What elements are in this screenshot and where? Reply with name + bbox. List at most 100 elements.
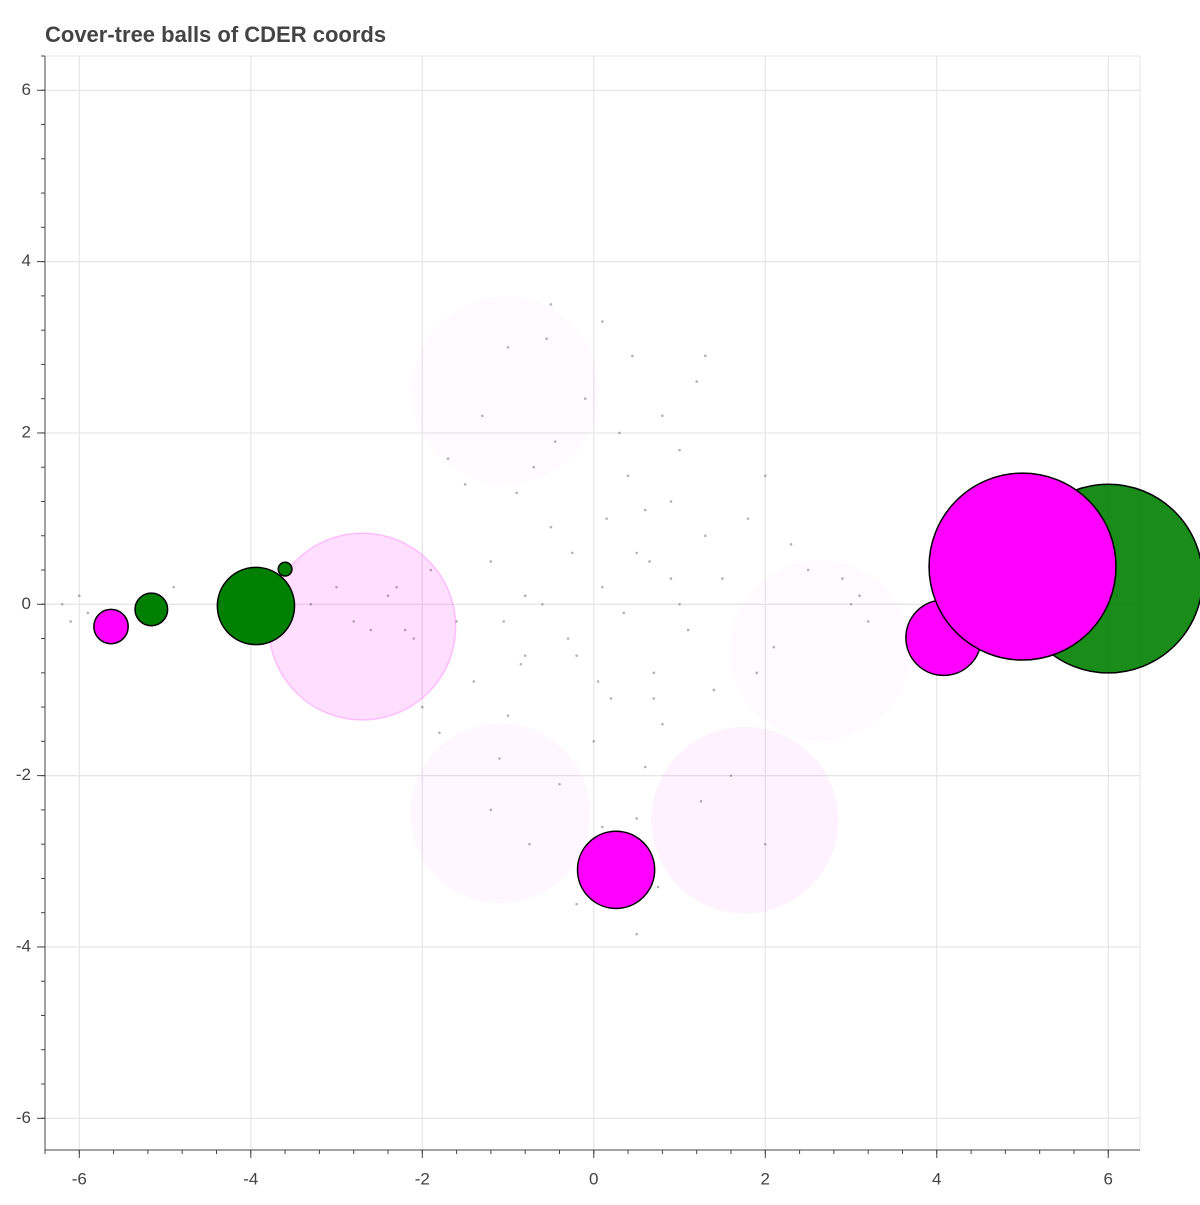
point [489,808,493,812]
point [506,714,510,717]
point [438,731,441,735]
y-tick-label: 0 [22,594,31,613]
x-tick-label: 4 [932,1169,941,1188]
point [575,654,578,657]
point [763,474,767,478]
point [601,825,604,829]
point [643,508,647,512]
point [858,594,861,598]
x-tick-label: -4 [243,1169,258,1188]
point [648,560,651,563]
x-tick-label: -6 [72,1169,87,1188]
y-tick-label: -6 [16,1108,31,1127]
point [515,491,518,495]
point [86,611,90,615]
point [519,662,523,666]
point [703,354,707,358]
point [463,483,467,486]
x-tick-label: 2 [761,1169,770,1188]
point [652,671,656,675]
point [661,722,664,726]
point [489,560,493,563]
faint-ball [651,726,839,914]
point [635,551,638,555]
point [669,500,673,503]
point [583,397,587,400]
point [403,628,407,632]
point [596,680,600,683]
point [523,654,527,657]
point [601,320,604,323]
point [609,697,613,700]
point [656,885,660,889]
point [498,757,501,760]
point [605,517,608,520]
point [712,688,716,692]
point [352,620,355,623]
point [772,645,776,649]
point [541,602,544,606]
point [669,577,673,580]
point [369,628,373,632]
point [60,602,64,606]
ball [928,472,1117,661]
point [592,740,596,743]
point [622,611,626,615]
point [558,782,561,786]
ball [134,592,169,627]
point [686,628,690,632]
point [678,602,681,606]
point [506,345,510,349]
point [566,637,570,640]
point [806,568,810,572]
point [386,594,390,598]
faint-ball [410,723,590,903]
point [545,337,548,341]
point [412,637,416,640]
point [335,585,338,589]
point [446,457,450,460]
point [549,303,553,306]
point [429,568,433,572]
ball [93,608,129,645]
point [571,551,574,555]
point [695,380,698,383]
point [549,525,553,529]
point [172,585,175,589]
point [309,602,313,606]
point [481,414,484,418]
point [502,620,506,623]
point [553,440,557,443]
point [532,465,536,469]
point [395,585,398,589]
y-tick-label: -4 [16,936,31,955]
point [849,602,853,606]
x-tick-label: 0 [589,1169,598,1188]
chart-title: Cover-tree balls of CDER coords [45,22,386,47]
point [699,800,703,803]
point [763,842,767,846]
point [789,543,793,546]
faint-ball [412,297,599,484]
ball [277,561,293,577]
point [703,534,707,538]
point [721,577,724,580]
faint-ball [268,532,457,721]
point [523,594,527,598]
y-tick-label: 6 [22,80,31,99]
point [643,765,647,769]
y-tick-label: -2 [16,765,31,784]
y-tick-label: 2 [22,422,31,441]
point [626,474,630,478]
point [631,354,634,358]
ball [576,830,656,910]
y-tick-label: 4 [22,251,31,270]
x-tick-label: 6 [1104,1169,1113,1188]
point [77,594,81,598]
point [841,577,844,580]
point [678,448,681,452]
point [635,932,638,936]
point [69,620,73,623]
x-tick-label: -2 [415,1169,430,1188]
